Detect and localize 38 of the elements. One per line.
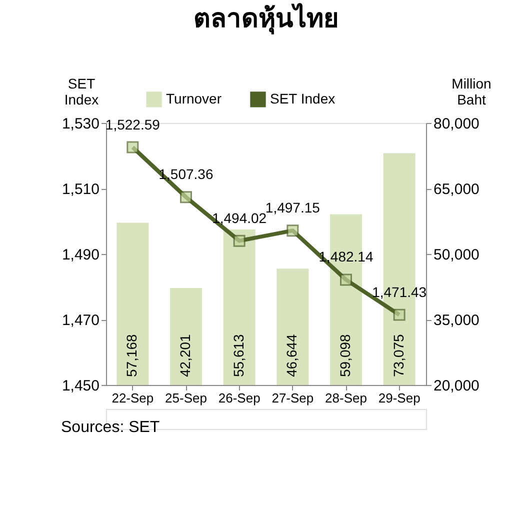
y-tick-label: 1,490 — [62, 246, 100, 264]
point — [340, 274, 352, 286]
data-label: 1,494.02 — [212, 210, 267, 226]
data-label: 46,644 — [284, 334, 300, 377]
source-note: Sources: SET — [61, 419, 160, 436]
y2-tick-label: 80,000 — [434, 116, 480, 132]
point — [180, 191, 192, 204]
x-tick-label: 26-Sep — [218, 390, 260, 406]
data-label: 1,471.43 — [372, 284, 427, 300]
legend-label: Turnover — [166, 90, 222, 106]
point — [126, 141, 139, 154]
y-tick-label: 1,530 — [62, 116, 100, 132]
chart-title: ตลาดหุ้นไทย — [194, 2, 338, 35]
data-label: 55,613 — [230, 334, 246, 377]
x-tick-label: 22-Sep — [112, 390, 154, 406]
y-tick-label: 1,450 — [62, 378, 100, 394]
data-label: 73,075 — [390, 334, 406, 377]
y2-tick-label: 35,000 — [434, 312, 480, 329]
x-tick-label: 29-Sep — [378, 390, 420, 406]
point — [233, 234, 246, 247]
y2-axis-title: Million Baht — [452, 76, 492, 108]
y2-tick-label: 65,000 — [434, 181, 480, 198]
y2-tick-label: 20,000 — [434, 378, 480, 394]
data-label: 59,098 — [337, 334, 353, 377]
x-tick-label: 27-Sep — [272, 390, 314, 406]
point — [393, 308, 406, 321]
legend-label: SET Index — [270, 90, 336, 106]
point — [286, 224, 299, 237]
y-tick-label: 1,510 — [62, 181, 100, 198]
y2-tick-label: 50,000 — [434, 246, 480, 264]
y-tick-label: 1,470 — [62, 312, 100, 329]
data-label: 1,522.59 — [105, 116, 160, 132]
x-tick-label: 28-Sep — [325, 390, 367, 406]
y-axis-title: SET Index — [64, 76, 99, 108]
data-label: 57,168 — [124, 334, 140, 377]
x-tick-label: 25-Sep — [165, 390, 207, 406]
data-label: 1,497.15 — [265, 200, 320, 216]
data-label: 42,201 — [177, 334, 193, 377]
